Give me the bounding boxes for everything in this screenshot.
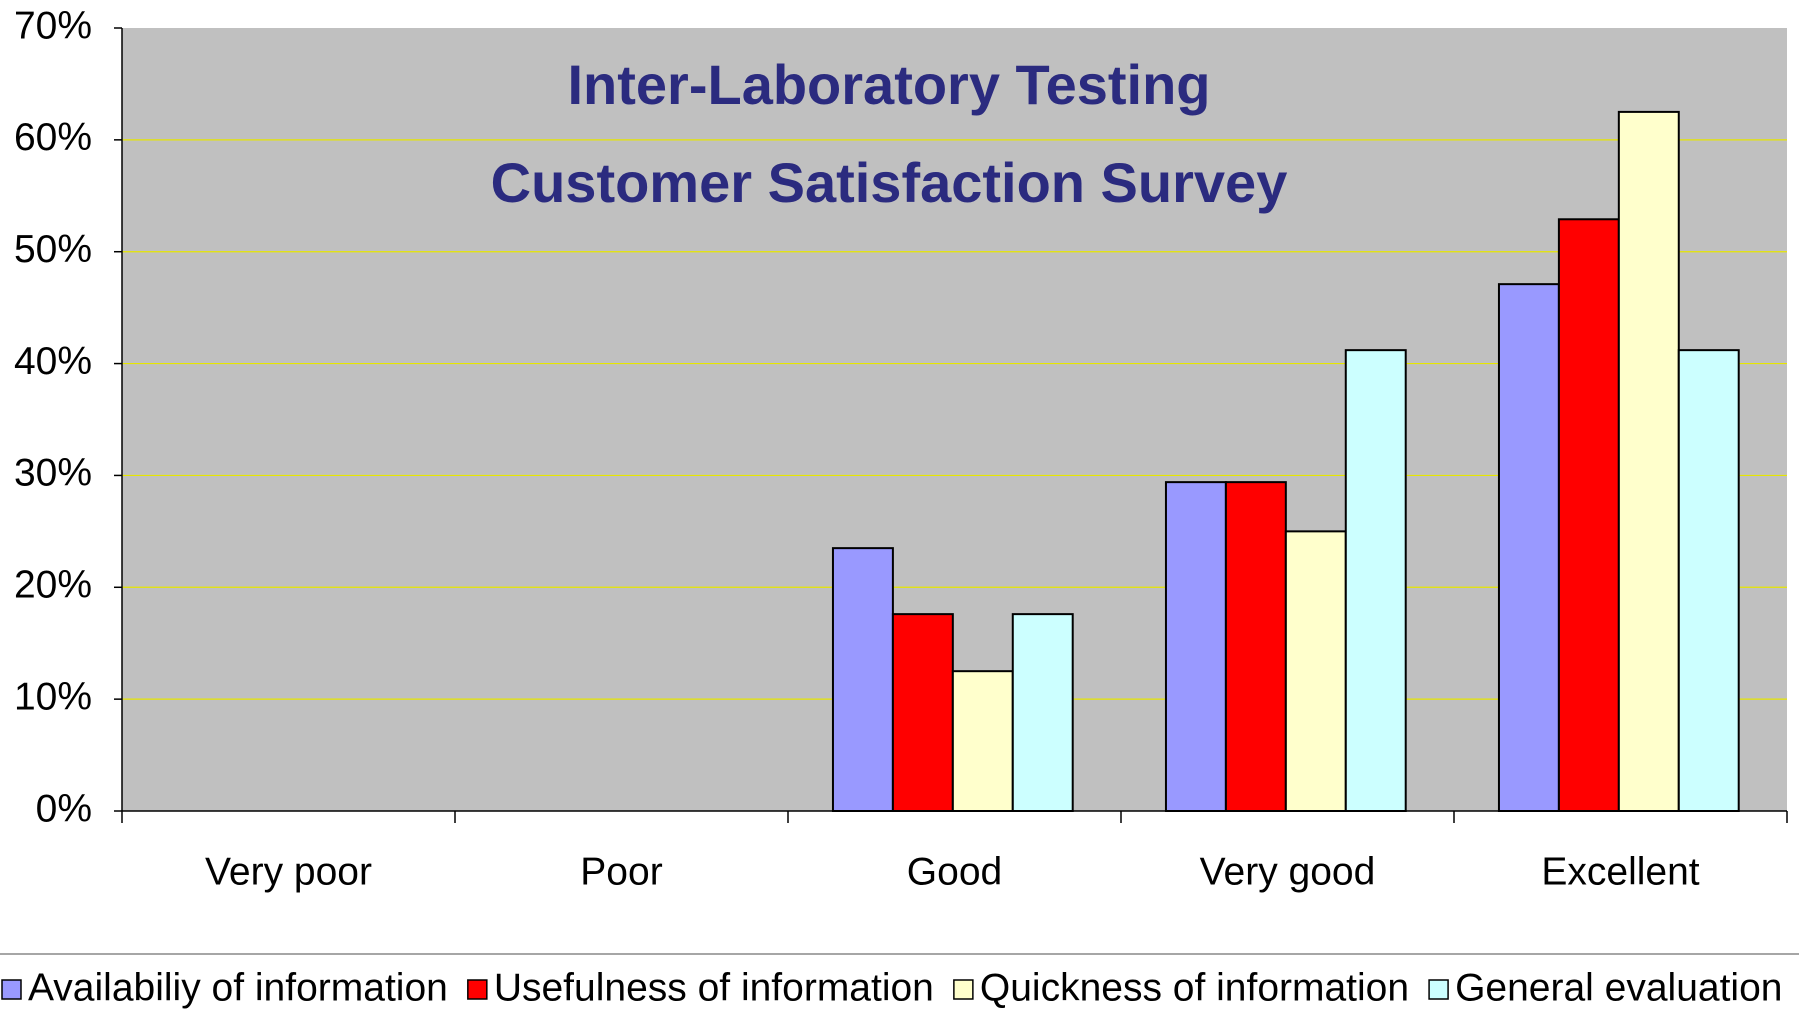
- bar: [1497, 283, 1560, 813]
- y-tick-label: 20%: [14, 564, 92, 607]
- x-tick-label: Very good: [1200, 850, 1376, 893]
- bar: [1164, 481, 1227, 812]
- bar: [1224, 481, 1287, 812]
- x-tick-label: Good: [907, 850, 1002, 893]
- bar: [1344, 349, 1407, 812]
- bar: [891, 613, 954, 812]
- bar: [1617, 110, 1680, 812]
- x-tick-label: Excellent: [1541, 850, 1699, 893]
- legend-label: General evaluation: [1455, 966, 1782, 1009]
- x-tick-label: Very poor: [205, 850, 372, 893]
- bar: [951, 670, 1014, 813]
- legend-swatch: [467, 979, 488, 1000]
- y-tick-label: 30%: [14, 452, 92, 495]
- chart-title: Customer Satisfaction Survey: [491, 151, 1288, 214]
- x-tick-label: Poor: [580, 850, 662, 893]
- bar: [831, 547, 894, 813]
- bar: [1284, 530, 1347, 812]
- legend-swatch: [1, 979, 22, 1000]
- bar: [1011, 613, 1074, 812]
- legend-swatch: [1428, 979, 1449, 1000]
- y-tick-label: 60%: [14, 116, 92, 159]
- legend-label: Usefulness of information: [494, 966, 934, 1009]
- chart-title: Inter-Laboratory Testing: [567, 53, 1210, 116]
- y-tick-label: 0%: [36, 787, 92, 830]
- bar: [1677, 349, 1740, 812]
- legend-label: Quickness of information: [980, 966, 1409, 1009]
- y-tick-label: 50%: [14, 228, 92, 271]
- legend-swatch: [953, 979, 974, 1000]
- legend-label: Availabiliy of information: [28, 966, 448, 1009]
- bar: [1557, 218, 1620, 813]
- y-tick-label: 40%: [14, 340, 92, 383]
- y-tick-label: 70%: [14, 4, 92, 47]
- y-tick-label: 10%: [14, 675, 92, 718]
